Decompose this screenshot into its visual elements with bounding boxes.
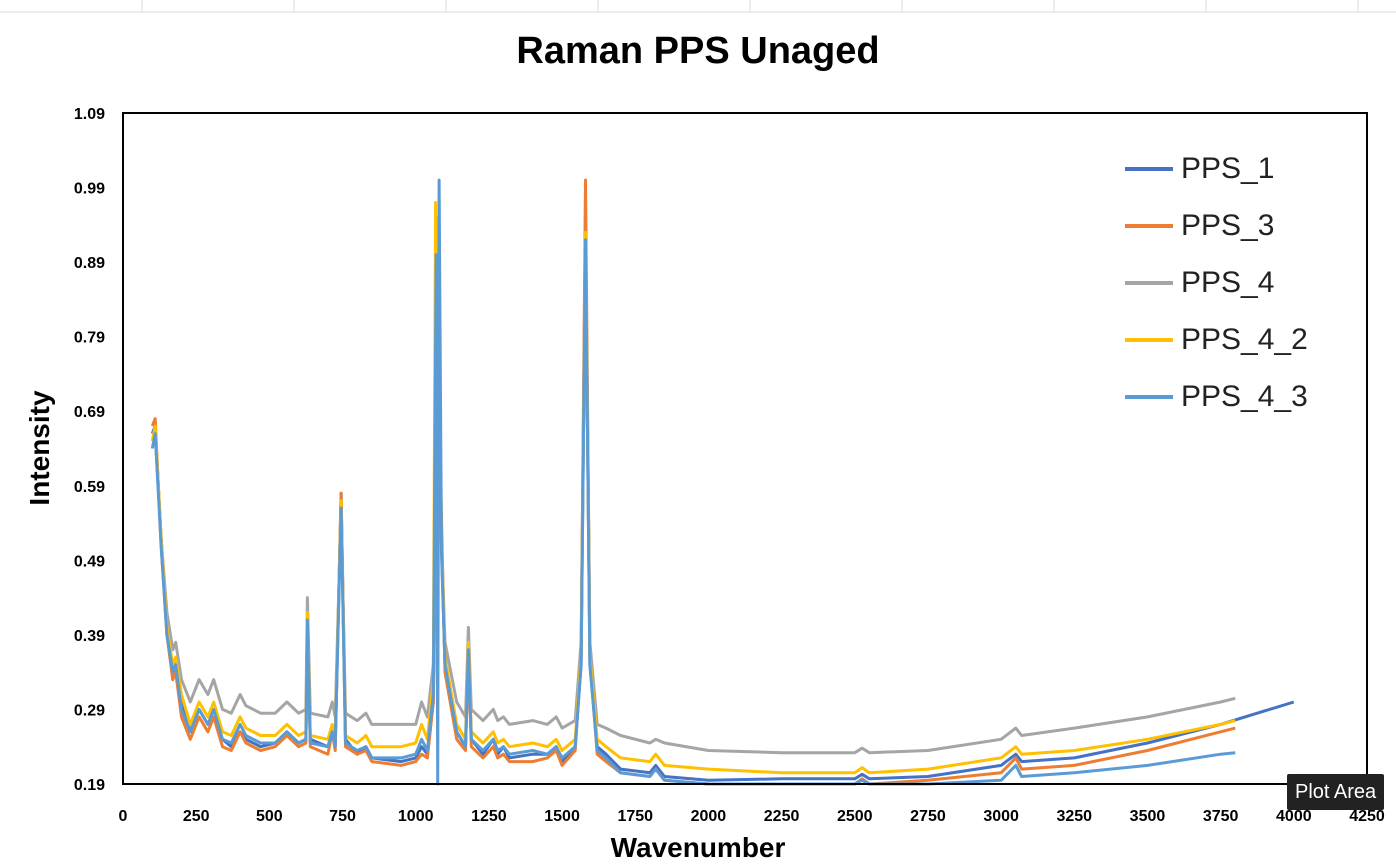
- plot-area-tooltip: Plot Area: [1287, 774, 1385, 810]
- y-tick-label: 0.59: [74, 479, 105, 496]
- x-tick-label: 500: [256, 808, 283, 825]
- legend-item-pps-3[interactable]: PPS_3: [1125, 197, 1308, 254]
- x-tick-label: 3250: [1056, 808, 1092, 825]
- legend-swatch: [1125, 280, 1173, 285]
- plot-area-border: [122, 112, 1368, 785]
- y-tick-label: 0.39: [74, 628, 105, 645]
- series-line-pps-1[interactable]: [150, 215, 1295, 782]
- y-tick-label: 1.09: [74, 106, 105, 123]
- chart-legend[interactable]: PPS_1 PPS_3 PPS_4 PPS_4_2 PPS_4_3: [1125, 140, 1308, 425]
- x-tick-label: 1250: [471, 808, 507, 825]
- legend-swatch: [1125, 337, 1173, 342]
- legend-item-pps-4-3[interactable]: PPS_4_3: [1125, 368, 1308, 425]
- series-line-pps-4[interactable]: [150, 230, 1236, 755]
- legend-swatch: [1125, 394, 1173, 399]
- x-tick-label: 2750: [910, 808, 946, 825]
- y-tick-label: 0.19: [74, 777, 105, 794]
- x-tick-label: 250: [183, 808, 210, 825]
- y-tick-label: 0.29: [74, 702, 105, 719]
- x-tick-label: 750: [329, 808, 356, 825]
- x-tick-label: 2000: [691, 808, 727, 825]
- legend-item-pps-1[interactable]: PPS_1: [1125, 140, 1308, 197]
- legend-label: PPS_1: [1181, 151, 1275, 185]
- x-tick-label: 1500: [544, 808, 580, 825]
- spreadsheet-grid-top: [0, 0, 1396, 13]
- legend-swatch: [1125, 166, 1173, 171]
- series-line-pps-4-2[interactable]: [150, 201, 1236, 775]
- series-line-pps-4-3[interactable]: [150, 178, 1236, 786]
- legend-label: PPS_3: [1181, 208, 1275, 242]
- x-tick-label: 3000: [983, 808, 1019, 825]
- y-tick-label: 0.79: [74, 330, 105, 347]
- y-tick-label: 0.89: [74, 255, 105, 272]
- x-tick-label: 0: [119, 808, 128, 825]
- series-line-pps-3[interactable]: [150, 178, 1236, 786]
- legend-item-pps-4-2[interactable]: PPS_4_2: [1125, 311, 1308, 368]
- x-tick-label: 2250: [764, 808, 800, 825]
- x-tick-label: 1000: [398, 808, 434, 825]
- legend-swatch: [1125, 223, 1173, 228]
- y-tick-label: 0.49: [74, 553, 105, 570]
- y-tick-label: 0.69: [74, 404, 105, 421]
- legend-item-pps-4[interactable]: PPS_4: [1125, 254, 1308, 311]
- x-tick-label: 4000: [1276, 808, 1312, 825]
- y-tick-label: 0.99: [74, 181, 105, 198]
- legend-label: PPS_4: [1181, 265, 1275, 299]
- x-tick-label: 1750: [617, 808, 653, 825]
- legend-label: PPS_4_3: [1181, 379, 1308, 413]
- x-tick-label: 3500: [1130, 808, 1166, 825]
- legend-label: PPS_4_2: [1181, 322, 1308, 356]
- x-tick-label: 2500: [837, 808, 873, 825]
- x-tick-label: 3750: [1203, 808, 1239, 825]
- chart-title: Raman PPS Unaged: [516, 30, 880, 72]
- x-tick-label: 4250: [1349, 808, 1385, 825]
- chart-plot-area[interactable]: 0.19 0.29 0.39 0.49 0.59 0.69 0.79 0.89 0.99 1.09…: [0, 0, 1396, 846]
